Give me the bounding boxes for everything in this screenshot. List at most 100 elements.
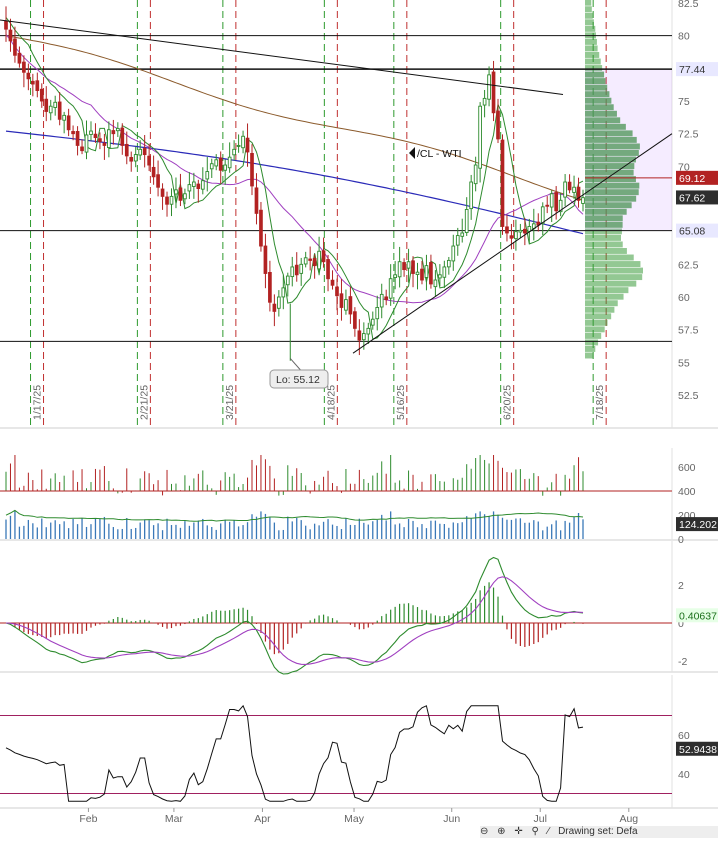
candle-body <box>518 229 523 233</box>
magnet-icon[interactable]: ⚲ <box>531 826 539 837</box>
volume-profile-bar <box>585 97 612 104</box>
candle-body <box>572 186 576 193</box>
candle-body <box>102 142 107 146</box>
candle-body <box>491 71 496 114</box>
candle-body <box>411 260 415 274</box>
candle-body <box>335 286 339 297</box>
volume-profile-bar <box>585 339 599 346</box>
bottom-toolbar: ⊖ ⊕ ✛ ⚲ ∕ Drawing set: Defa <box>480 826 718 838</box>
volume-profile-bar <box>585 12 593 19</box>
crosshair-icon[interactable]: ✛ <box>514 826 523 837</box>
candle-body <box>330 279 335 286</box>
date-marker-label: 5/16/25 <box>395 385 407 420</box>
candle-body <box>370 318 375 326</box>
candle-body <box>98 138 102 142</box>
sma-50-line <box>5 130 584 235</box>
zoom-in-icon[interactable]: ⊕ <box>497 826 506 837</box>
candle-body <box>523 228 527 234</box>
candle-body <box>8 29 13 42</box>
candle-body <box>124 143 129 157</box>
candle-body <box>446 259 451 268</box>
candle-body <box>268 272 272 303</box>
candle-body <box>93 133 98 139</box>
candle-body <box>66 115 71 131</box>
candle-body <box>223 164 228 171</box>
candle-body <box>111 130 116 135</box>
candle-body <box>567 181 572 191</box>
candle-body <box>294 264 299 276</box>
date-marker-label: 3/21/25 <box>224 385 236 420</box>
candle-body <box>160 188 165 197</box>
descending-trendline <box>0 19 564 95</box>
price-tag-box <box>676 190 718 205</box>
volume-tick-label: 400 <box>678 486 696 498</box>
candle-body <box>35 80 40 91</box>
volume-profile-bar <box>585 0 592 6</box>
volume-profile-bar <box>585 163 635 169</box>
macd-last-label: 0.40637 <box>679 610 717 622</box>
candle-body <box>227 156 232 169</box>
volume-profile-bar <box>585 6 592 13</box>
candle-body <box>183 193 187 200</box>
rsi-last-label: 52.9438 <box>679 744 717 756</box>
candle-body <box>13 38 17 56</box>
volume-profile-bar <box>585 234 621 241</box>
price-tick-label: 70 <box>678 161 690 173</box>
candle-body <box>464 209 469 233</box>
volume-profile-bar <box>585 221 623 228</box>
volume-profile-bar <box>585 248 627 254</box>
volume-profile-bar <box>585 58 601 65</box>
candle-body <box>196 183 201 189</box>
candle-body <box>62 114 66 121</box>
volume-profile-bar <box>585 19 594 26</box>
volume-average-line <box>5 509 584 522</box>
candle-body <box>84 134 89 153</box>
candle-body <box>26 72 31 80</box>
candle-body <box>44 98 49 112</box>
value-area-band <box>585 69 672 231</box>
candle-body <box>151 166 156 178</box>
price-tag-label: 69.12 <box>679 173 705 185</box>
volume-profile-bar <box>585 202 632 209</box>
candle-body <box>393 274 397 279</box>
date-marker-label: 6/20/25 <box>502 385 514 420</box>
candle-body <box>549 193 554 208</box>
candle-body <box>429 262 433 285</box>
candle-body <box>366 327 371 335</box>
candle-body <box>509 235 514 239</box>
date-marker-label: 2/21/25 <box>138 385 150 420</box>
candle-body <box>205 171 210 180</box>
rsi-line <box>5 704 584 802</box>
volume-profile-bar <box>585 195 637 202</box>
candle-body <box>540 206 545 225</box>
volume-profile-bar <box>585 346 596 352</box>
drawing-set-label[interactable]: Drawing set: Defa <box>558 826 638 837</box>
candle-body <box>218 157 223 171</box>
candle-body <box>420 268 424 281</box>
candle-body <box>285 275 290 286</box>
candle-body <box>299 263 304 274</box>
candle-body <box>200 180 205 190</box>
zoom-out-icon[interactable]: ⊖ <box>480 826 489 837</box>
candle-body <box>138 148 143 156</box>
volume-profile-bar <box>585 45 598 52</box>
candle-body <box>344 299 348 311</box>
candle-body <box>22 61 26 73</box>
candle-body <box>406 261 411 269</box>
date-marker-label: 7/18/25 <box>594 385 606 420</box>
macd-tick-label: -2 <box>678 656 687 668</box>
candle-body <box>473 164 478 185</box>
volume-profile-bar <box>585 287 629 294</box>
rsi-last-box <box>676 741 718 756</box>
candle-body <box>165 196 169 205</box>
candle-body <box>379 293 384 308</box>
candle-body <box>187 184 192 192</box>
candle-body <box>192 181 196 187</box>
draw-line-icon[interactable]: ∕ <box>547 826 550 837</box>
candle-body <box>290 266 295 278</box>
volume-profile-bar <box>585 326 605 333</box>
candle-body <box>326 259 330 280</box>
candle-body <box>505 226 509 234</box>
candle-body <box>455 235 460 246</box>
